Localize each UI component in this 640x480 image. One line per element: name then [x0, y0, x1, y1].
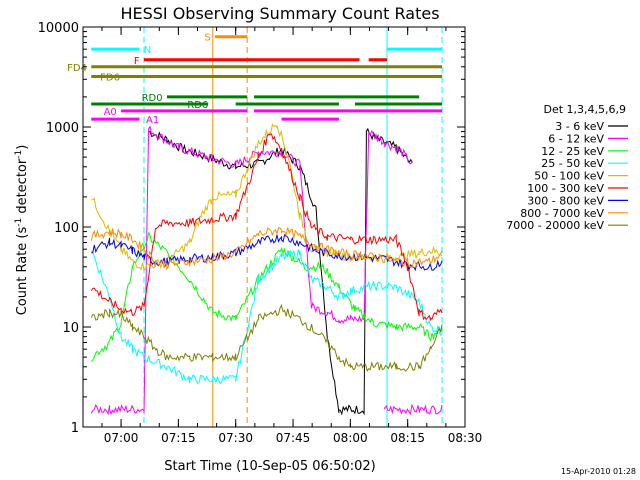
x-tick-label: 07:15 [161, 431, 196, 445]
legend-label: 3 - 6 keV [555, 120, 604, 133]
plot-frame [82, 26, 466, 428]
y-tick-label: 100 [54, 221, 79, 236]
plot-area: N S F FD4 FD6 RD0 RD6 A0 A1 [67, 27, 443, 427]
y-axis-ticks: 1 10 100 1000 10000 [38, 21, 465, 436]
chart-title: HESSI Observing Summary Count Rates [120, 4, 439, 23]
flag-label: RD6 [187, 100, 208, 111]
x-tick-label: 07:45 [276, 431, 311, 445]
legend-title: Det 1,3,4,5,6,9 [543, 103, 626, 116]
legend-label: 50 - 100 keV [534, 170, 604, 183]
flag-label: RD0 [142, 93, 163, 104]
x-tick-label: 08:30 [448, 431, 483, 445]
flag-label: A1 [146, 115, 159, 126]
flag-label: N [144, 45, 151, 56]
x-tick-label: 07:00 [104, 431, 139, 445]
legend-label: 6 - 12 keV [548, 132, 604, 145]
legend-label: 800 - 7000 keV [520, 207, 604, 220]
legend-label: 300 - 800 keV [527, 194, 604, 207]
x-tick-label: 08:15 [390, 431, 425, 445]
y-axis-label-main: Count Rate (s [15, 227, 30, 316]
series-line [90, 303, 443, 372]
series-line [91, 249, 443, 385]
series-line [90, 227, 443, 271]
flag-label: FD4 [67, 63, 87, 74]
y-tick-label: 1000 [46, 121, 79, 136]
flag-label: A0 [104, 107, 117, 118]
y-axis-label-sup2: -1 [14, 150, 24, 159]
x-tick-label: 08:00 [333, 431, 368, 445]
series-line [90, 133, 443, 321]
flag-label: FD6 [100, 72, 120, 83]
y-tick-label: 10 [62, 321, 79, 336]
y-tick-label: 1 [71, 421, 79, 436]
y-axis-label: Count Rate (s-1 detector-1) [14, 145, 30, 316]
flag-label: F [134, 56, 140, 67]
series-line [148, 127, 413, 416]
flag-label: S [204, 33, 210, 44]
x-axis-label: Start Time (10-Sep-05 06:50:02) [164, 459, 375, 474]
y-axis-label-end: ) [15, 145, 30, 150]
y-axis-label-sup1: -1 [14, 218, 24, 227]
legend-label: 12 - 25 keV [541, 145, 604, 158]
footer-timestamp: 15-Apr-2010 01:28 [561, 467, 636, 476]
legend-label: 100 - 300 keV [527, 182, 604, 195]
y-tick-label: 10000 [38, 21, 79, 36]
y-axis-label-mid: detector [15, 158, 30, 218]
x-axis-ticks: 07:00 07:15 07:30 07:45 08:00 08:15 08:30 [101, 27, 483, 445]
x-tick-label: 07:30 [218, 431, 253, 445]
series-line [90, 125, 443, 416]
legend-label: 25 - 50 keV [541, 157, 604, 170]
legend-label: 7000 - 20000 keV [506, 219, 604, 232]
